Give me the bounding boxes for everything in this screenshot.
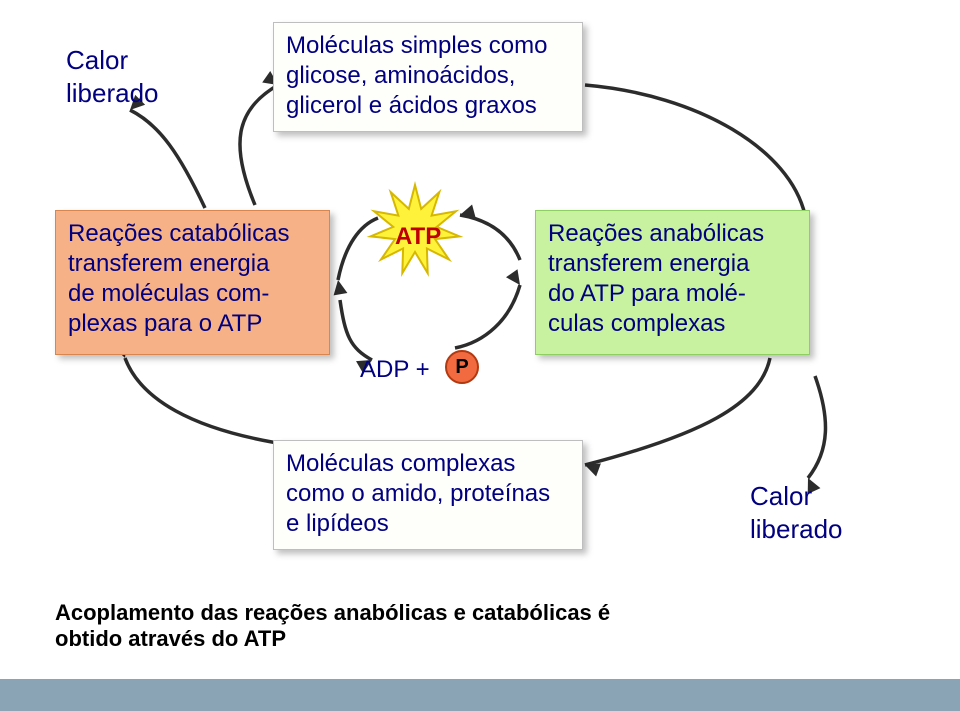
label-adp: ADP + <box>360 355 430 385</box>
label-text: Calor liberado <box>66 45 159 108</box>
arrow-path <box>460 215 520 260</box>
phosphate-text: P <box>455 356 468 378</box>
caption-text: Acoplamento das reações anabólicas e cat… <box>55 600 610 651</box>
label-atp: ATP <box>395 222 441 252</box>
label-calor-liberado-bottom: Calor liberado <box>750 480 843 545</box>
arrow-path <box>585 358 770 465</box>
label-text: ATP <box>395 223 441 250</box>
box-text: Reações catabólicas transferem energia d… <box>68 220 289 337</box>
arrow-path <box>455 285 520 348</box>
label-text: Calor liberado <box>750 481 843 544</box>
box-moleculas-simples: Moléculas simples como glicose, aminoáci… <box>273 22 583 132</box>
label-text: ADP + <box>360 356 430 383</box>
box-reacoes-catabolicas: Reações catabólicas transferem energia d… <box>55 210 330 355</box>
box-text: Moléculas complexas como o amido, proteí… <box>286 450 550 537</box>
box-moleculas-complexas: Moléculas complexas como o amido, proteí… <box>273 440 583 550</box>
arrow-head-icon <box>585 463 601 476</box>
arrow-path <box>130 110 205 208</box>
arrow-head-icon <box>460 205 476 219</box>
label-calor-liberado-top: Calor liberado <box>66 44 159 109</box>
phosphate-icon: P <box>445 350 479 384</box>
arrow-head-icon <box>334 280 348 295</box>
arrow-head-icon <box>506 269 520 285</box>
arrow-path <box>808 376 825 478</box>
box-text: Reações anabólicas transferem energia do… <box>548 220 764 337</box>
box-text: Moléculas simples como glicose, aminoáci… <box>286 32 547 119</box>
arrow-path <box>338 218 378 280</box>
arrow-path <box>340 300 372 360</box>
footer-bar <box>0 679 960 711</box>
caption-text-container: Acoplamento das reações anabólicas e cat… <box>55 600 610 652</box>
arrow-path <box>585 85 805 215</box>
box-reacoes-anabolicas: Reações anabólicas transferem energia do… <box>535 210 810 355</box>
arrow-path <box>125 358 290 445</box>
